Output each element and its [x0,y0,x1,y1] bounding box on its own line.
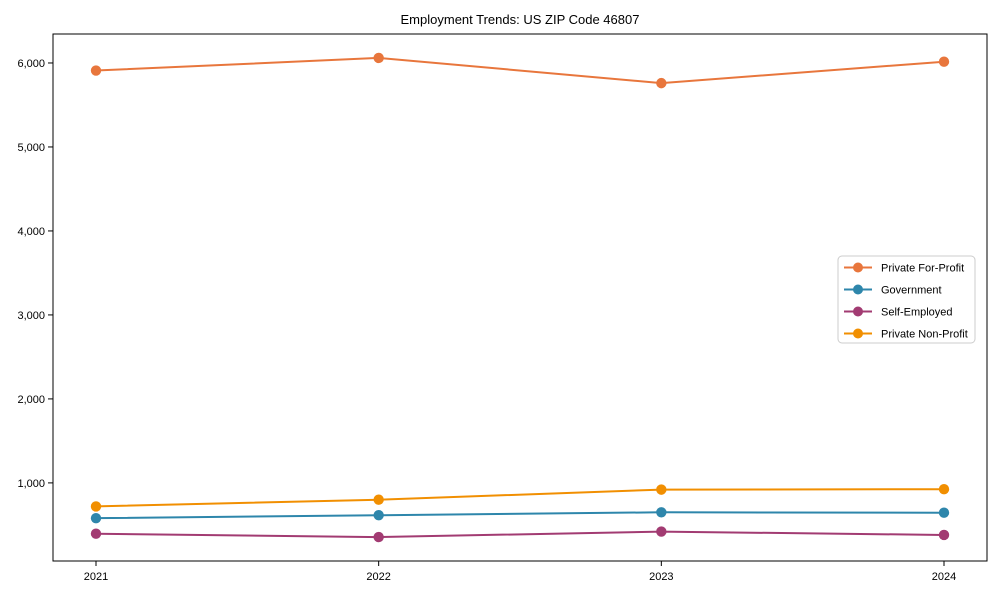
legend-box [837,255,976,344]
series-line-private-for-profit [95,56,945,85]
data-point-government-2023 [656,507,667,518]
data-point-private-non-profit-2021 [90,501,102,512]
x-tick-label: 2021 [84,571,108,583]
y-tick-label: 6,000 [17,58,45,70]
series-line-self-employed [95,530,945,539]
series-line-private-non-profit [95,488,945,508]
legend-marker-private-non-profit [853,328,863,339]
legend-label-self-employed: Self-Employed [881,307,953,319]
y-tick-label: 4,000 [17,226,45,238]
y-tick-label: 2,000 [17,394,45,406]
x-tick-label: 2022 [366,571,390,583]
data-point-self-employed-2023 [656,526,667,537]
x-tick-label: 2023 [649,571,673,583]
data-point-government-2024 [938,507,950,518]
data-point-private-non-profit-2024 [938,483,950,495]
series-line-government [95,511,945,520]
plot-area-border [52,33,988,562]
y-tick-label: 3,000 [17,310,45,322]
data-point-private-for-profit-2024 [938,56,950,67]
legend-marker-self-employed [853,306,863,317]
x-tick-label: 2024 [932,571,956,583]
data-point-self-employed-2024 [938,529,950,541]
data-point-private-non-profit-2022 [373,494,384,505]
y-tick-label: 1,000 [17,478,45,490]
legend-marker-private-for-profit [853,262,863,273]
data-point-self-employed-2021 [90,528,102,539]
y-tick-label: 5,000 [17,142,45,154]
data-point-private-non-profit-2023 [656,484,667,495]
data-point-private-for-profit-2021 [90,65,102,76]
legend-label-private-non-profit: Private Non-Profit [881,329,968,341]
data-point-private-for-profit-2023 [656,77,667,89]
legend-marker-government [853,284,863,295]
data-point-self-employed-2022 [373,531,384,543]
data-point-private-for-profit-2022 [373,52,384,64]
chart-title: Employment Trends: US ZIP Code 46807 [401,12,640,27]
data-point-government-2022 [373,510,384,521]
data-point-government-2021 [90,512,102,524]
legend-label-private-for-profit: Private For-Profit [881,263,964,275]
legend-label-government: Government [881,285,942,297]
